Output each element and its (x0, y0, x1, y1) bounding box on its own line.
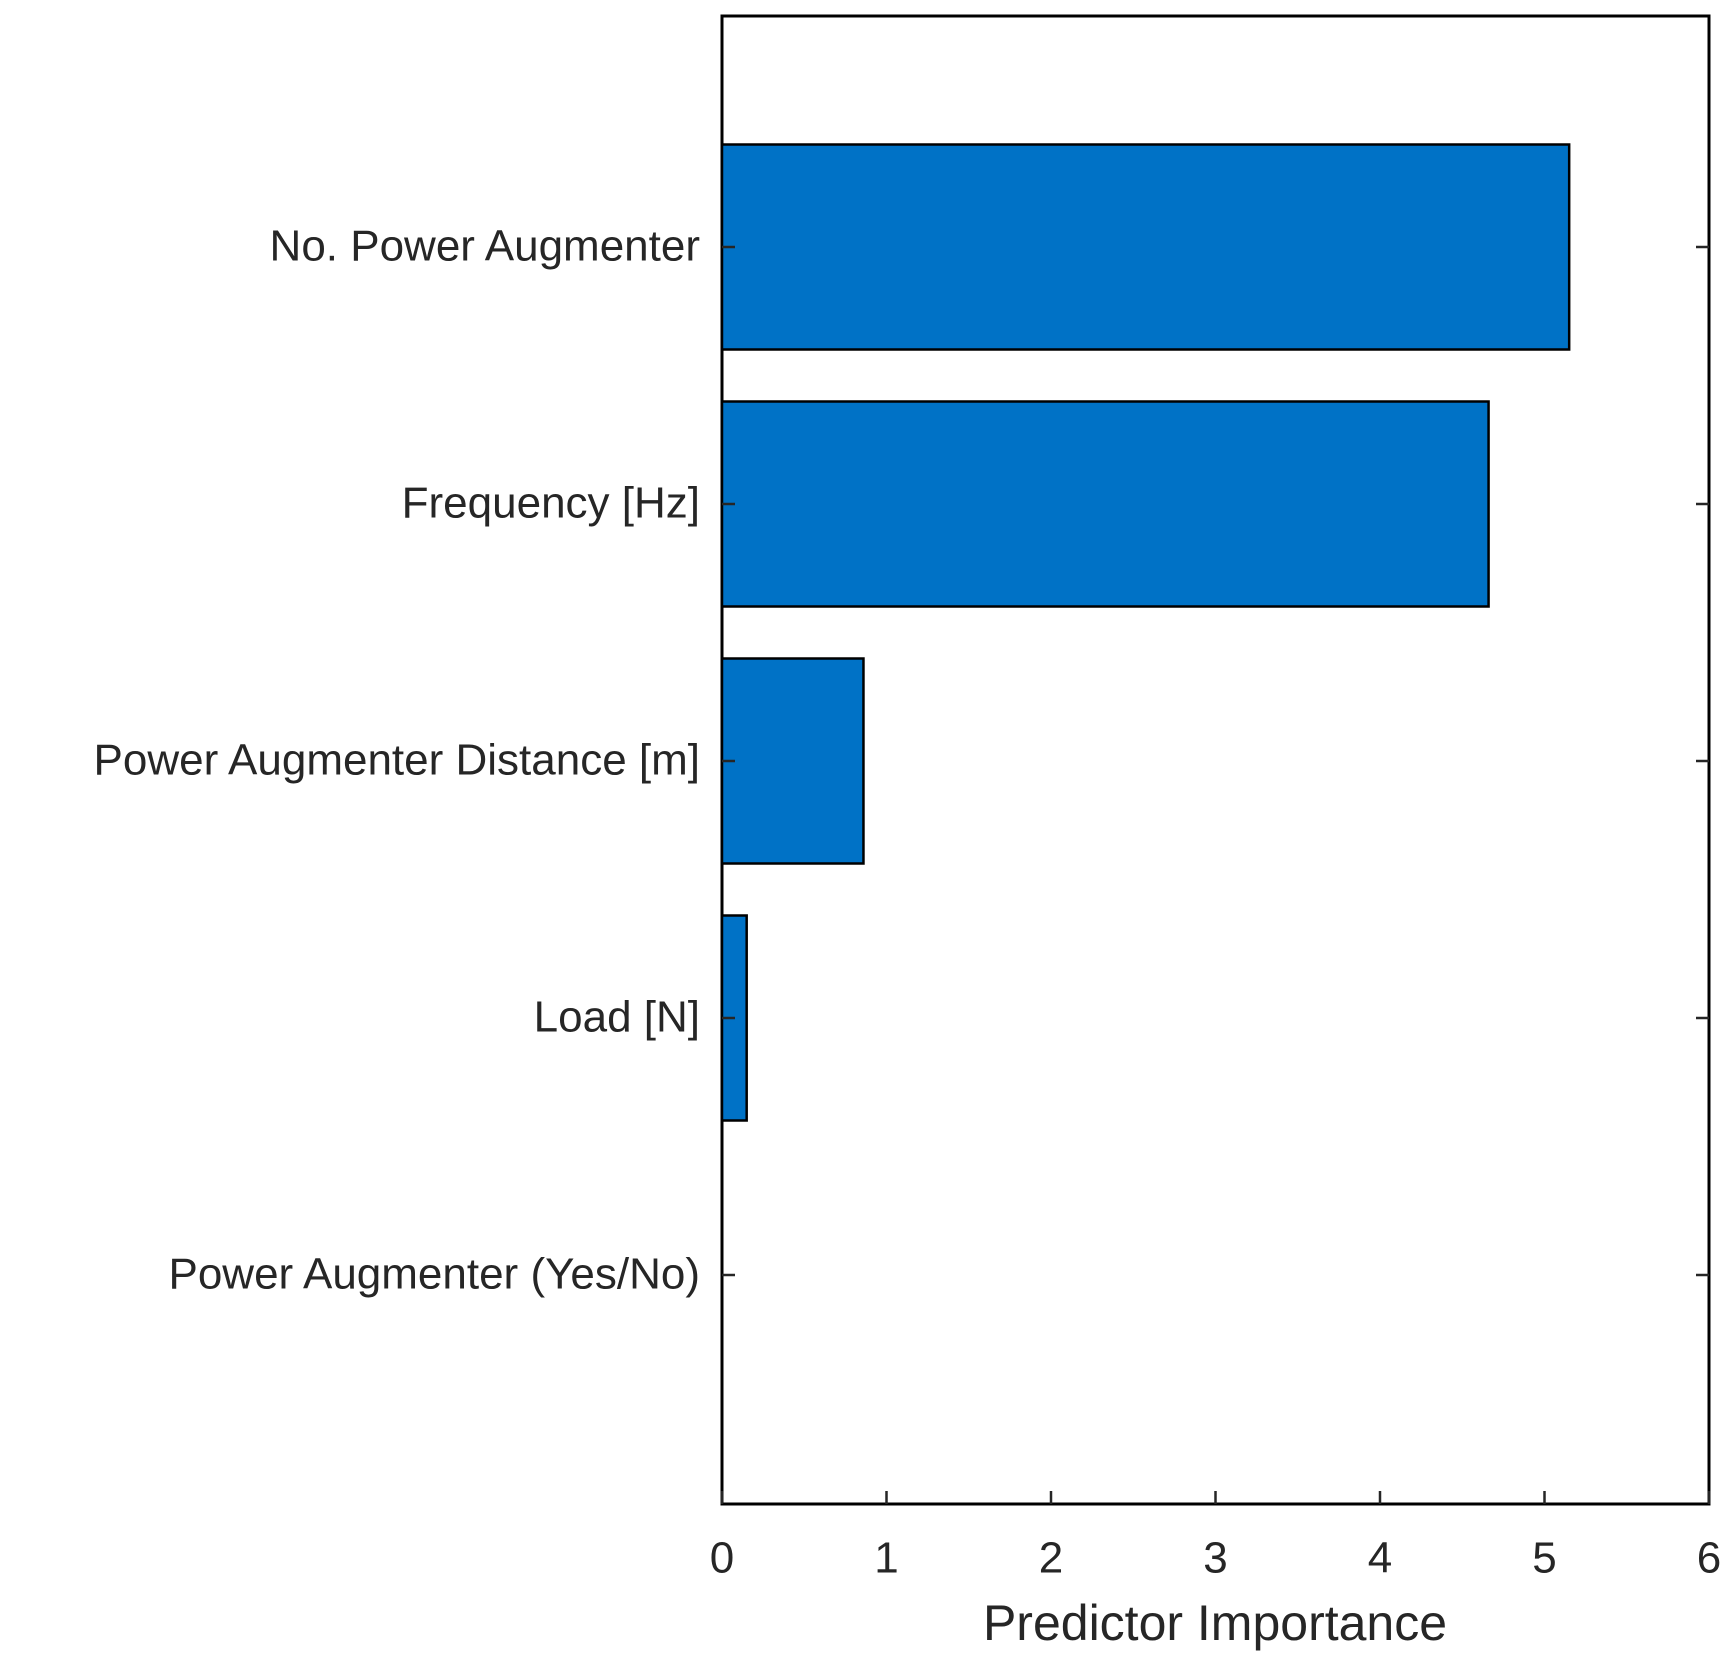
x-axis-label: Predictor Importance (983, 1595, 1447, 1651)
bar (720, 657, 865, 865)
bar (720, 143, 1571, 351)
x-tick-label: 2 (1039, 1534, 1063, 1583)
x-tick-label: 4 (1368, 1534, 1392, 1583)
bar (720, 400, 1490, 608)
x-tick-label: 3 (1203, 1534, 1227, 1583)
x-tick-label: 5 (1532, 1534, 1556, 1583)
x-tick-label: 6 (1697, 1534, 1721, 1583)
y-tick-label: Power Augmenter (Yes/No) (168, 1250, 700, 1299)
y-tick-label: Load [N] (534, 993, 700, 1042)
y-tick-label: No. Power Augmenter (270, 222, 700, 271)
x-tick-label: 0 (710, 1534, 734, 1583)
y-tick-label: Frequency [Hz] (402, 479, 700, 528)
x-tick-label: 1 (874, 1534, 898, 1583)
y-tick-label: Power Augmenter Distance [m] (94, 736, 700, 785)
